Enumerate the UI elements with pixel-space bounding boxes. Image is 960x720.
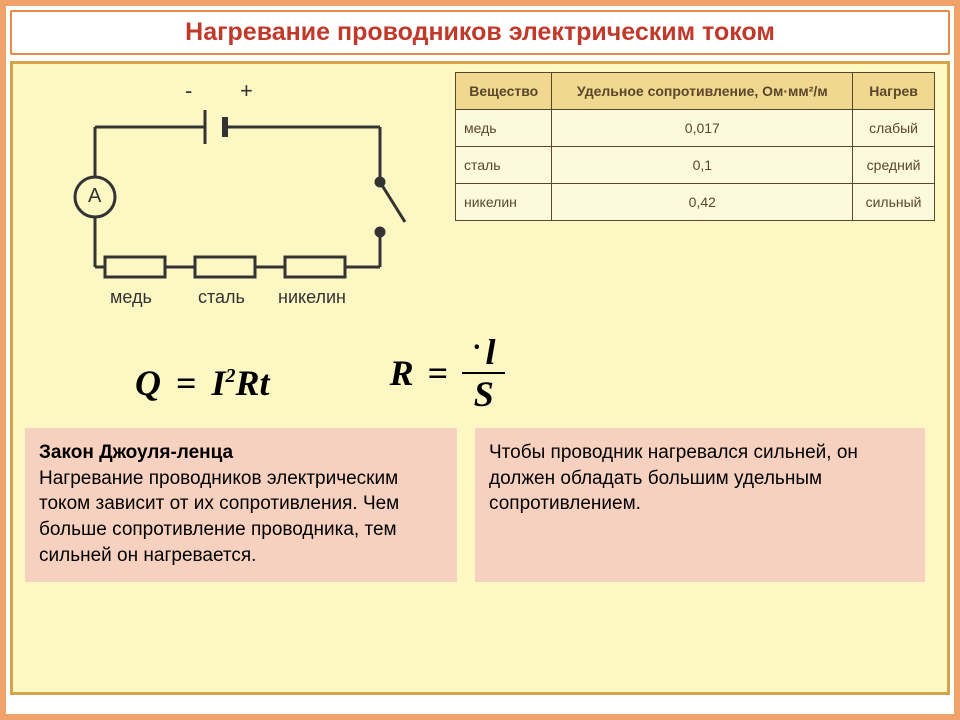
note-right-body: Чтобы проводник нагревался сильней, он д… bbox=[489, 442, 858, 514]
note-left-body: Нагревание проводников электрическим ток… bbox=[39, 468, 399, 566]
outer-frame: Нагревание проводников электрическим ток… bbox=[0, 0, 960, 720]
table-row: медь 0,017 слабый bbox=[456, 110, 935, 147]
sym-t: t bbox=[260, 363, 270, 403]
note-joule-lenz: Закон Джоуля-ленца Нагревание проводнико… bbox=[25, 428, 457, 582]
note-resistivity: Чтобы проводник нагревался сильней, он д… bbox=[475, 428, 925, 582]
title-bar: Нагревание проводников электрическим ток… bbox=[10, 10, 950, 55]
terminal-plus: + bbox=[240, 78, 253, 104]
note-left-title: Закон Джоуля-ленца bbox=[39, 440, 443, 466]
resistivity-table-area: Вещество Удельное сопротивление, Ом·мм²/… bbox=[455, 72, 935, 322]
formula-row: Q = I2Rt R = · l S bbox=[25, 332, 935, 414]
circuit-svg bbox=[25, 72, 435, 322]
terminal-minus: - bbox=[185, 78, 192, 104]
sym-l: l bbox=[485, 334, 495, 370]
th-substance: Вещество bbox=[456, 73, 552, 110]
numerator: · l bbox=[462, 332, 505, 372]
table-row: сталь 0,1 средний bbox=[456, 147, 935, 184]
resistor-label-2: никелин bbox=[278, 287, 346, 308]
resistor-label-0: медь bbox=[110, 287, 152, 308]
circuit-diagram: - + A медь сталь никелин bbox=[25, 72, 435, 322]
cell: никелин bbox=[456, 184, 552, 221]
cell: 0,017 bbox=[552, 110, 853, 147]
fraction: · l S bbox=[462, 332, 505, 414]
sym-eq2: = bbox=[414, 352, 463, 394]
content-panel: - + A медь сталь никелин Вещество Удельн… bbox=[10, 61, 950, 695]
cell: 0,1 bbox=[552, 147, 853, 184]
table-header-row: Вещество Удельное сопротивление, Ом·мм²/… bbox=[456, 73, 935, 110]
cell: сталь bbox=[456, 147, 552, 184]
th-heating: Нагрев bbox=[853, 73, 935, 110]
resistor-label-1: сталь bbox=[198, 287, 245, 308]
sym-R: R bbox=[236, 363, 260, 403]
page-title: Нагревание проводников электрическим ток… bbox=[185, 18, 775, 46]
joule-lenz-formula: Q = I2Rt bbox=[135, 362, 270, 414]
sym-S: S bbox=[464, 374, 504, 414]
sym-R2: R bbox=[390, 352, 414, 394]
cell: слабый bbox=[853, 110, 935, 147]
sym-eq: = bbox=[170, 363, 203, 403]
sym-Q: Q bbox=[135, 363, 161, 403]
cell: средний bbox=[853, 147, 935, 184]
notes-row: Закон Джоуля-ленца Нагревание проводнико… bbox=[25, 428, 935, 582]
cell: медь bbox=[456, 110, 552, 147]
table-row: никелин 0,42 сильный bbox=[456, 184, 935, 221]
sym-I: I bbox=[212, 363, 226, 403]
resistivity-table: Вещество Удельное сопротивление, Ом·мм²/… bbox=[455, 72, 935, 221]
dot-icon: · bbox=[472, 334, 481, 362]
cell: сильный bbox=[853, 184, 935, 221]
resistance-formula: R = · l S bbox=[390, 332, 506, 414]
sym-exp: 2 bbox=[226, 365, 236, 387]
ammeter-label: A bbox=[88, 185, 101, 208]
top-row: - + A медь сталь никелин Вещество Удельн… bbox=[25, 72, 935, 322]
th-resistivity: Удельное сопротивление, Ом·мм²/м bbox=[552, 73, 853, 110]
cell: 0,42 bbox=[552, 184, 853, 221]
